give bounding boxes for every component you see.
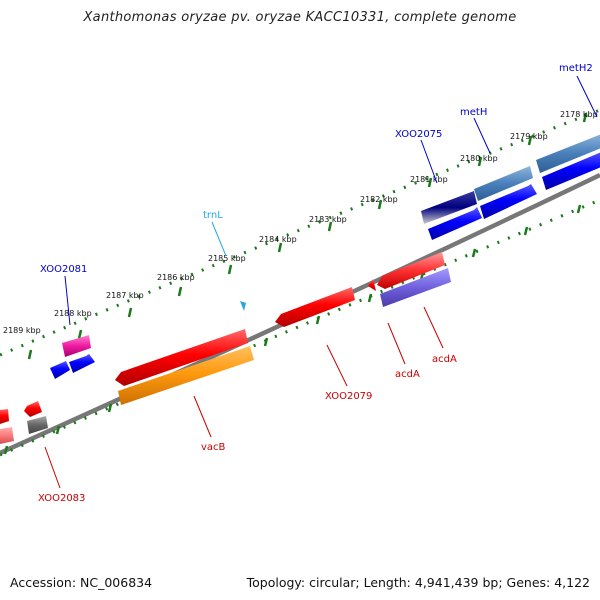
forward-features (50, 133, 600, 379)
label-XOO2079[interactable]: XOO2079 (325, 391, 372, 402)
leader-XOO2079 (326, 344, 348, 387)
label-trnL[interactable]: trnL (203, 210, 223, 221)
major-ticks-outer (27, 112, 588, 360)
scale-label-2183: 2183 kbp (309, 215, 347, 224)
feature-trnL[interactable] (240, 301, 246, 311)
feature-edge-red[interactable] (0, 409, 9, 424)
leader-vacB (193, 395, 212, 438)
topology-text: Topology: circular; Length: 4,941,439 bp… (246, 575, 590, 590)
tick-2178 (582, 112, 588, 123)
scale-ring-outer (0, 108, 600, 357)
tick-2182 (377, 199, 383, 210)
feature-metH2-inner[interactable] (542, 151, 600, 190)
feature-XOO2079[interactable] (275, 287, 355, 327)
label-acdA-1[interactable]: acdA (432, 354, 457, 365)
gene-labels: metH2 metH XOO2075 trnL XOO2081 acdA acd… (38, 63, 593, 504)
leader-lines (44, 75, 598, 489)
scale-label-2178: 2178 kbp (560, 110, 598, 119)
tick-2183 (327, 221, 333, 232)
reverse-features (0, 252, 451, 444)
scale-label-2179: 2179 kbp (510, 132, 548, 141)
accession-text: Accession: NC_006834 (10, 575, 153, 590)
scale-label-2184: 2184 kbp (259, 235, 297, 244)
feature-acdA-small[interactable] (368, 279, 376, 291)
feature-XOO2081-blue-b[interactable] (69, 354, 95, 373)
label-XOO2083[interactable]: XOO2083 (38, 493, 85, 504)
scale-ring-inner (0, 198, 600, 457)
feature-acdA-upper[interactable] (377, 252, 445, 289)
scale-label-2188: 2188 kbp (54, 309, 92, 318)
label-acdA-2[interactable]: acdA (395, 369, 420, 380)
leader-trnL (211, 221, 227, 257)
scale-label-2185: 2185 kbp (208, 254, 246, 263)
label-XOO2075[interactable]: XOO2075 (395, 129, 442, 140)
tick-2188 (77, 329, 83, 340)
scale-label-2187: 2187 kbp (106, 291, 144, 300)
label-vacB[interactable]: vacB (201, 442, 226, 453)
feature-XOO2081-pink[interactable] (62, 335, 91, 357)
scale-label-2180: 2180 kbp (460, 154, 498, 163)
leader-metH (473, 117, 491, 154)
tick-2179 (527, 135, 533, 146)
label-metH[interactable]: metH (460, 107, 487, 118)
tick-2189 (27, 349, 33, 360)
feature-vacB-orange[interactable] (118, 346, 254, 405)
feature-metH2-outer[interactable] (536, 133, 600, 173)
leader-XOO2083 (44, 446, 61, 489)
leader-acdA-1 (423, 306, 444, 349)
feature-XOO2075-outer[interactable] (421, 191, 477, 224)
leader-XOO2075 (420, 139, 438, 184)
leader-acdA-2 (387, 322, 406, 365)
leader-XOO2081 (64, 275, 71, 326)
feature-metH-inner[interactable] (480, 184, 537, 219)
tick-2181 (427, 177, 433, 188)
scale-label-2182: 2182 kbp (360, 195, 398, 204)
tick-2180 (477, 156, 483, 167)
feature-metH-outer[interactable] (474, 166, 533, 201)
feature-XOO2083-red[interactable] (24, 401, 42, 417)
tick-2187 (127, 307, 133, 318)
scale-label-2189: 2189 kbp (3, 326, 41, 335)
scale-label-2181: 2181 kbp (410, 175, 448, 184)
feature-XOO2081-blue-a[interactable] (50, 361, 70, 379)
scale-label-2186: 2186 kbp (157, 273, 195, 282)
scale-labels: 2178 kbp 2179 kbp 2180 kbp 2181 kbp 2182… (3, 110, 598, 335)
tick-2186 (177, 286, 183, 297)
feature-XOO2083-gray[interactable] (27, 416, 48, 434)
feature-vacB[interactable] (115, 329, 248, 386)
label-metH2[interactable]: metH2 (559, 63, 593, 74)
label-XOO2081[interactable]: XOO2081 (40, 264, 87, 275)
page-title: Xanthomonas oryzae pv. oryzae KACC10331,… (83, 10, 517, 25)
tick-2185 (227, 264, 233, 275)
feature-edge-salmon[interactable] (0, 427, 14, 444)
feature-acdA-lower[interactable] (380, 268, 451, 307)
leader-metH2 (576, 75, 598, 118)
tick-2184 (277, 242, 283, 253)
feature-XOO2075-inner[interactable] (428, 207, 482, 240)
